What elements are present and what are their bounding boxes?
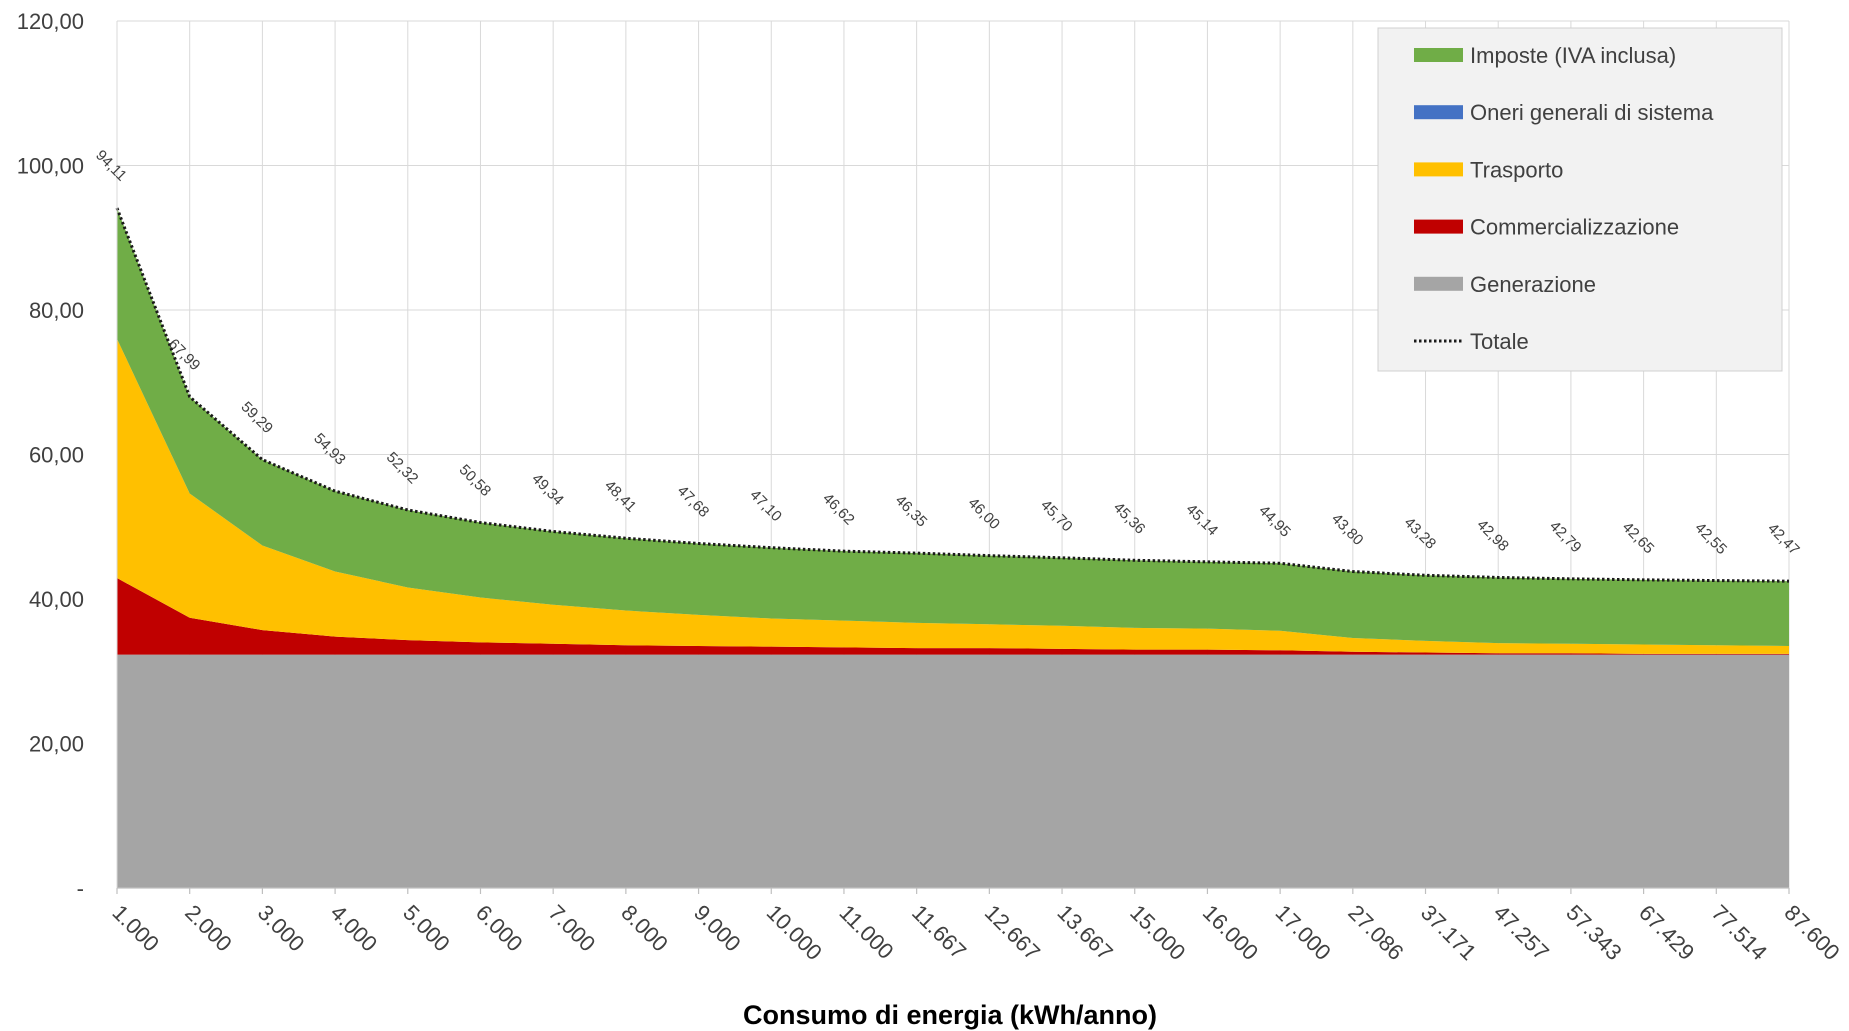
total-data-label: 45,36 [1110,499,1149,538]
total-data-label: 42,47 [1764,520,1803,559]
x-tick-label: 11.667 [907,900,971,964]
x-tick-label: 7.000 [544,900,601,957]
y-tick-label: - [77,876,84,901]
area-commercializzazione [117,578,1789,655]
total-data-label: 50,58 [456,461,495,500]
x-tick-label: 47.257 [1489,900,1554,965]
x-tick-label: 5.000 [398,900,455,957]
total-data-label: 43,28 [1401,514,1440,553]
total-data-label: 46,62 [819,490,858,529]
legend-swatch-imposte-iva-inclusa [1414,48,1463,62]
x-tick-label: 13.667 [1053,900,1118,965]
x-tick-label: 87.600 [1779,900,1844,965]
x-tick-label: 9.000 [689,900,746,957]
line-totale [115,207,1790,583]
legend-label-generazione: Generazione [1470,272,1596,297]
x-tick-label: 37.171 [1416,900,1481,965]
total-data-label: 47,10 [746,487,785,526]
x-axis-title: Consumo di energia (kWh/anno) [743,1000,1157,1030]
y-axis-ticks: - 20,00 40,00 60,00 80,00 100,00 120,00 [17,9,84,901]
total-data-label: 42,65 [1619,519,1658,558]
total-data-label: 49,34 [528,470,567,509]
axes [116,21,1790,894]
total-data-label: 43,80 [1328,510,1367,549]
legend-label-trasporto: Trasporto [1470,157,1563,182]
x-tick-label: 67.429 [1634,900,1699,965]
legend-box [1377,27,1783,372]
x-tick-label: 10.000 [762,900,827,965]
x-tick-label: 57.343 [1561,900,1626,965]
total-data-label: 42,79 [1546,518,1585,557]
y-tick-label: 80,00 [29,298,84,323]
x-tick-label: 16.000 [1198,900,1263,965]
total-data-label: 48,41 [601,477,640,516]
legend-label-commercializzazione: Commercializzazione [1470,215,1679,240]
area-series [117,208,1789,888]
x-tick-label: 6.000 [471,900,528,957]
total-data-label: 59,29 [238,398,277,437]
x-axis-ticks: 1.000 2.000 3.000 4.000 5.000 6.000 7.000 8.000… [107,900,1844,965]
total-data-label: 45,70 [1037,497,1076,536]
legend-label-oneri-generali-di-sistema: Oneri generali di sistema [1470,100,1714,125]
x-tick-label: 4.000 [326,900,383,957]
x-tick-label: 15.000 [1125,900,1190,965]
total-data-label: 94,11 [92,147,130,185]
x-tick-label: 1.000 [107,900,164,957]
total-data-label: 54,93 [310,430,349,469]
total-data-label: 45,14 [1183,501,1222,540]
total-data-label: 46,00 [965,494,1004,533]
legend: Imposte (IVA inclusa) Oneri generali di s… [1377,27,1783,372]
legend-swatch-commercializzazione [1414,219,1463,234]
legend-label-totale: Totale [1470,329,1529,354]
x-tick-label: 3.000 [253,900,310,957]
y-tick-label: 20,00 [29,732,84,757]
legend-label-imposte-iva-inclusa: Imposte (IVA inclusa) [1470,43,1676,68]
y-tick-label: 100,00 [17,154,84,179]
total-series [115,207,1790,583]
y-tick-label: 40,00 [29,587,84,612]
x-tick-label: 8.000 [616,900,673,957]
x-tick-label: 12.667 [980,900,1045,965]
total-data-label: 44,95 [1255,502,1294,541]
x-tick-label: 77.514 [1707,900,1772,965]
x-tick-label: 11.000 [834,900,898,964]
x-tick-label: 2.000 [180,900,237,957]
legend-swatch-oneri-generali-di-sistema [1414,105,1463,120]
area-generazione [117,654,1789,888]
total-data-label: 46,35 [892,492,931,531]
total-data-label: 42,55 [1691,519,1730,558]
area-imposte-iva-inclusa [117,208,1789,646]
x-tick-label: 27.086 [1343,900,1408,965]
x-tick-label: 17.000 [1271,900,1336,965]
total-data-label: 47,68 [674,482,713,521]
total-data-label: 42,98 [1473,516,1512,555]
area-trasporto [117,338,1789,654]
y-tick-label: 60,00 [29,443,84,468]
y-tick-label: 120,00 [17,9,84,34]
legend-swatch-trasporto [1414,162,1463,177]
legend-swatch-generazione [1414,276,1463,291]
